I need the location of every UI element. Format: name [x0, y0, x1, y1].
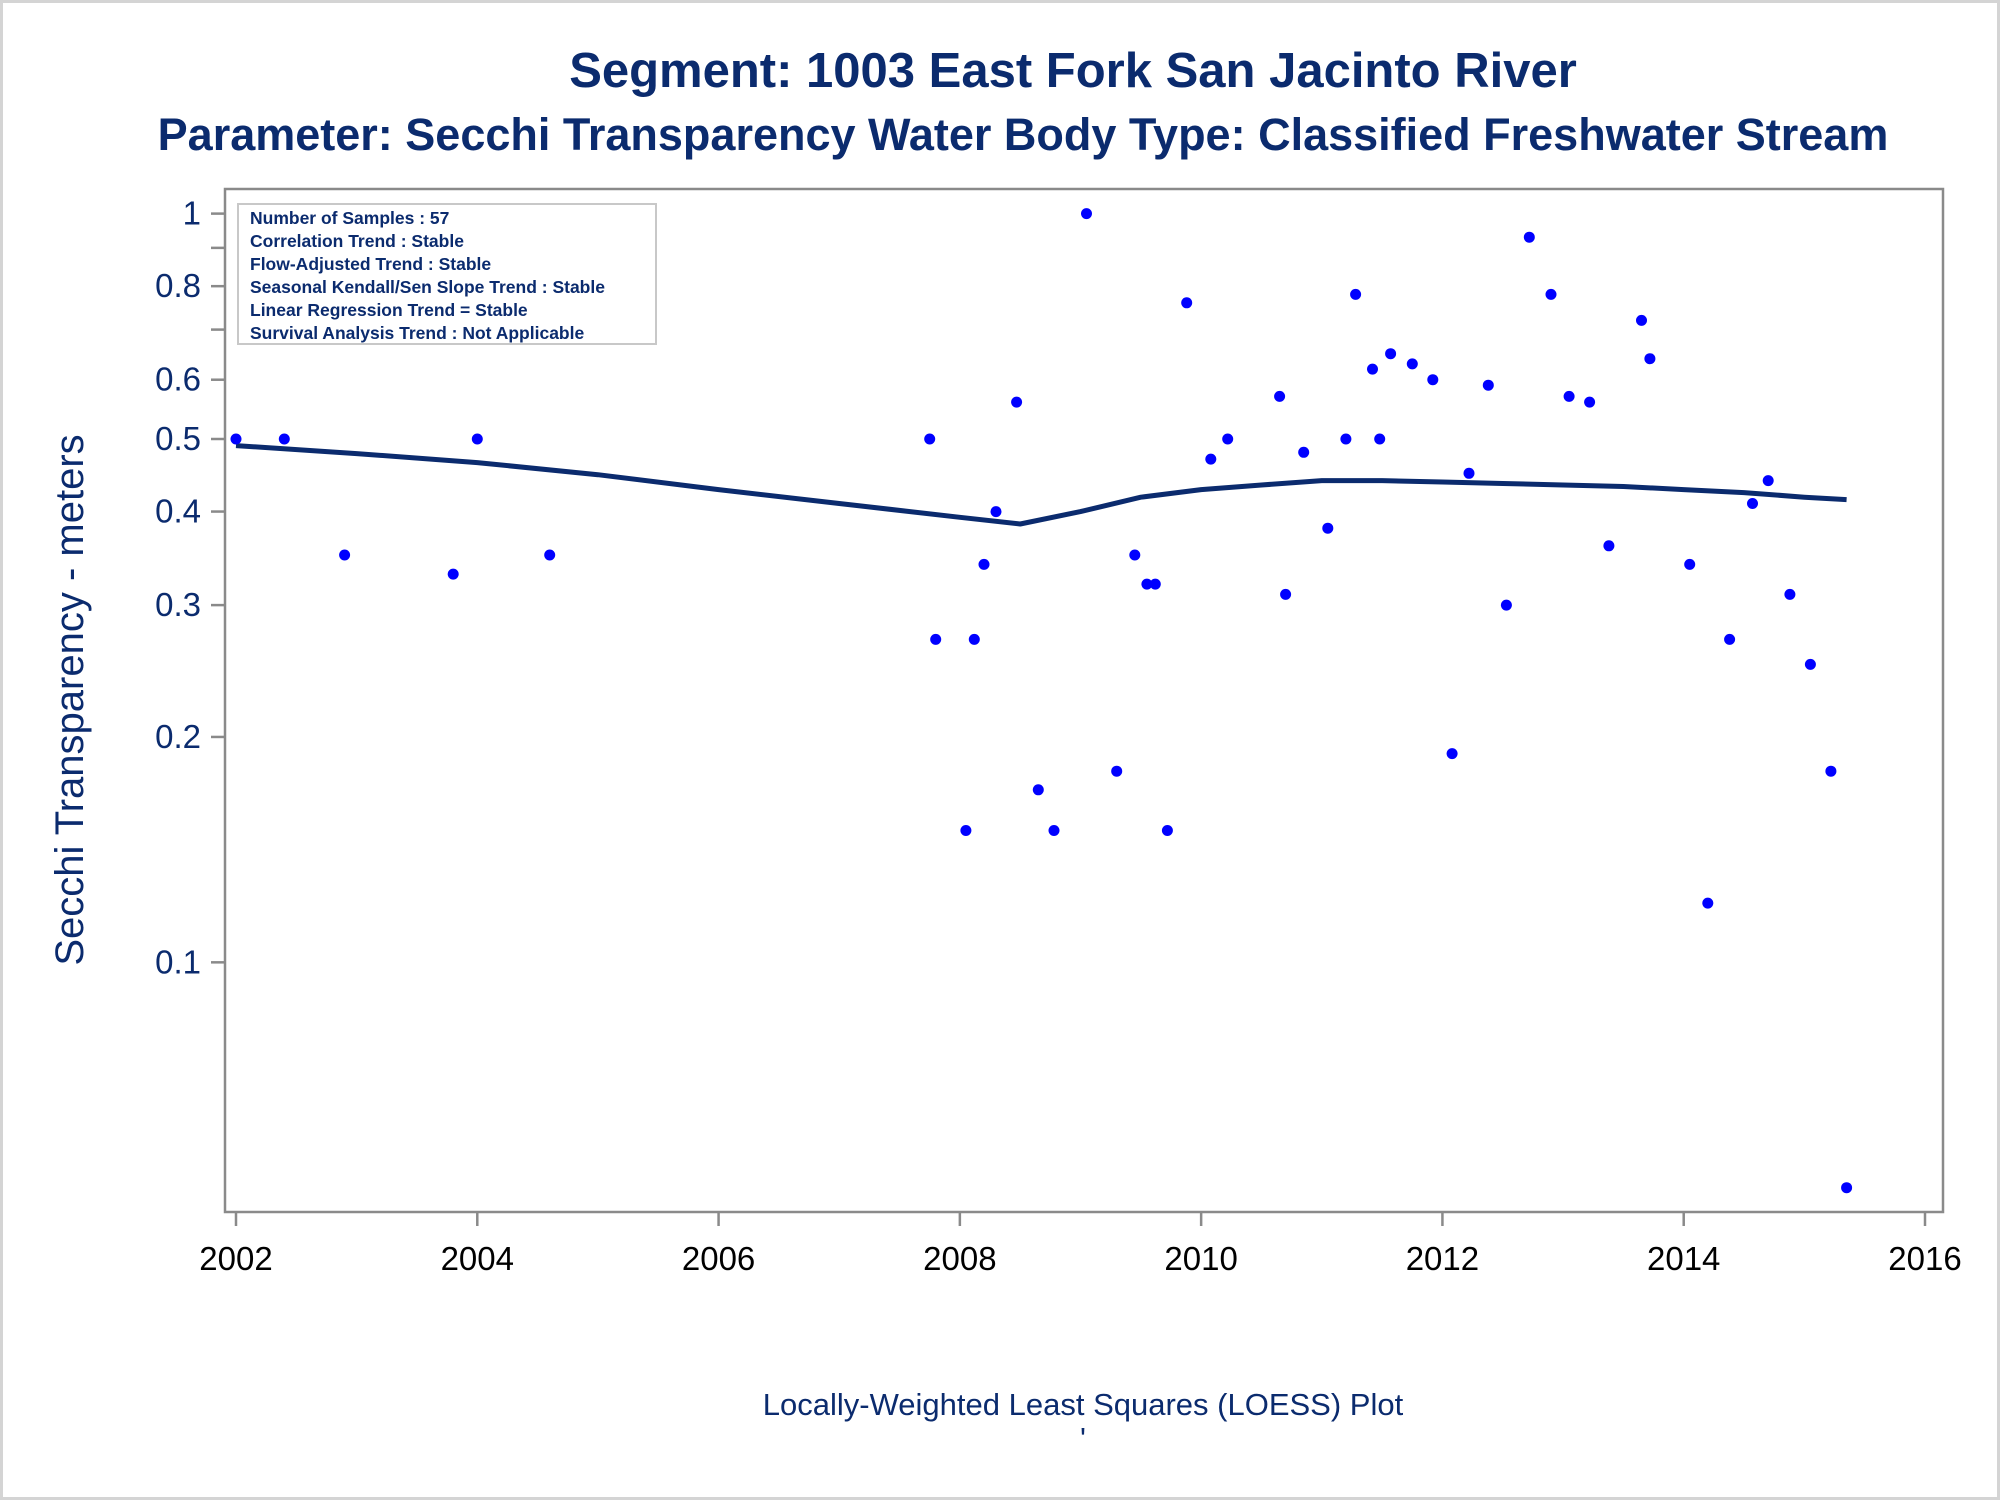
data-point [1724, 633, 1736, 645]
x-tick-label: 2010 [1164, 1240, 1237, 1277]
data-point [1762, 475, 1774, 487]
data-point [1340, 433, 1352, 445]
statistics-inset: Number of Samples : 57 Correlation Trend… [237, 203, 657, 345]
x-tick-label: 2016 [1888, 1240, 1961, 1277]
data-point [1141, 578, 1153, 590]
data-point [1374, 433, 1386, 445]
data-point [1584, 396, 1596, 408]
statistics-inset-box [237, 203, 657, 345]
footnote-mark: ' [1080, 1421, 1086, 1456]
data-point [544, 549, 556, 561]
data-point [1804, 658, 1816, 670]
data-point [1603, 540, 1615, 552]
data-point [978, 558, 990, 570]
series-layer [230, 208, 1853, 1194]
data-point [1636, 314, 1647, 326]
data-point [960, 825, 972, 836]
data-point [930, 633, 942, 645]
y-tick-label: 0.3 [155, 586, 201, 623]
y-tick-label: 0.4 [155, 493, 201, 530]
data-point [447, 568, 459, 580]
data-point [1298, 446, 1310, 458]
y-axis: 0.1 0.2 0.3 0.4 0.5 0.6 0.8 1 [155, 195, 225, 980]
y-tick-label: 0.5 [155, 420, 201, 457]
data-point [1684, 558, 1696, 570]
x-tick-label: 2006 [682, 1240, 755, 1277]
data-point [990, 506, 1002, 518]
data-point [1181, 297, 1193, 309]
data-point [339, 549, 351, 561]
data-point [1406, 358, 1418, 370]
y-axis-label: Secchi Transparency - meters [48, 434, 92, 965]
data-point [1841, 1182, 1853, 1194]
data-point [1482, 379, 1494, 391]
data-point [1545, 288, 1557, 300]
x-tick-label: 2014 [1647, 1240, 1720, 1277]
plot-area-frame [223, 187, 1945, 1214]
data-point [1385, 348, 1397, 360]
data-point [1350, 288, 1362, 300]
chart-title: Segment: 1003 East Fork San Jacinto Rive… [569, 44, 1577, 98]
inset-line: Flow-Adjusted Trend : Stable [250, 254, 491, 274]
x-tick-label: 2004 [441, 1240, 514, 1277]
data-point [1367, 363, 1378, 375]
data-point [1274, 390, 1286, 402]
y-tick-label: 0.1 [155, 943, 201, 980]
data-point [1205, 453, 1217, 465]
inset-line: Number of Samples : 57 [250, 208, 449, 228]
x-tick-label: 2008 [923, 1240, 996, 1277]
y-tick-label: 0.8 [155, 267, 201, 304]
data-point [1048, 825, 1060, 836]
data-point [1032, 784, 1044, 796]
data-point [1702, 897, 1714, 909]
data-point [1446, 748, 1458, 760]
data-point [230, 433, 242, 445]
data-point [1747, 498, 1758, 509]
x-tick-label: 2002 [199, 1240, 272, 1277]
data-point [1111, 765, 1123, 777]
data-point [1463, 467, 1475, 479]
data-point [1149, 578, 1161, 590]
inset-line: Seasonal Kendall/Sen Slope Trend : Stabl… [250, 277, 605, 297]
chart-svg: Segment: 1003 East Fork San Jacinto Rive… [48, 44, 1962, 1456]
data-point [1500, 599, 1512, 611]
data-point [1563, 390, 1575, 402]
chart-footnote: Locally-Weighted Least Squares (LOESS) P… [763, 1387, 1404, 1422]
chart-subtitle: Parameter: Secchi Transparency Water Bod… [158, 109, 1889, 160]
data-point [968, 633, 980, 645]
data-point [1322, 522, 1334, 534]
data-point [1825, 765, 1837, 777]
data-point [1129, 549, 1141, 561]
data-point [1644, 353, 1656, 365]
data-point [1222, 433, 1234, 445]
inset-line: Linear Regression Trend = Stable [250, 300, 528, 320]
y-tick-label: 0.6 [155, 361, 201, 398]
inset-line: Survival Analysis Trend : Not Applicable [250, 323, 584, 343]
data-point [1280, 588, 1292, 600]
data-point [1523, 231, 1535, 243]
data-point [1161, 825, 1173, 836]
loess-trend-line [235, 443, 1847, 527]
y-tick-label: 0.2 [155, 718, 201, 755]
data-point [1081, 208, 1092, 220]
data-point [471, 433, 483, 445]
inset-line: Correlation Trend : Stable [250, 231, 464, 251]
y-tick-label: 1 [183, 195, 201, 232]
data-point [1011, 396, 1023, 408]
x-tick-label: 2012 [1406, 1240, 1479, 1277]
x-axis: 2002 2004 2006 2008 2010 2012 2014 2016 [199, 1212, 1962, 1277]
data-point [1784, 588, 1796, 600]
data-point [924, 433, 936, 445]
data-point [278, 433, 290, 445]
data-point [1427, 374, 1439, 386]
